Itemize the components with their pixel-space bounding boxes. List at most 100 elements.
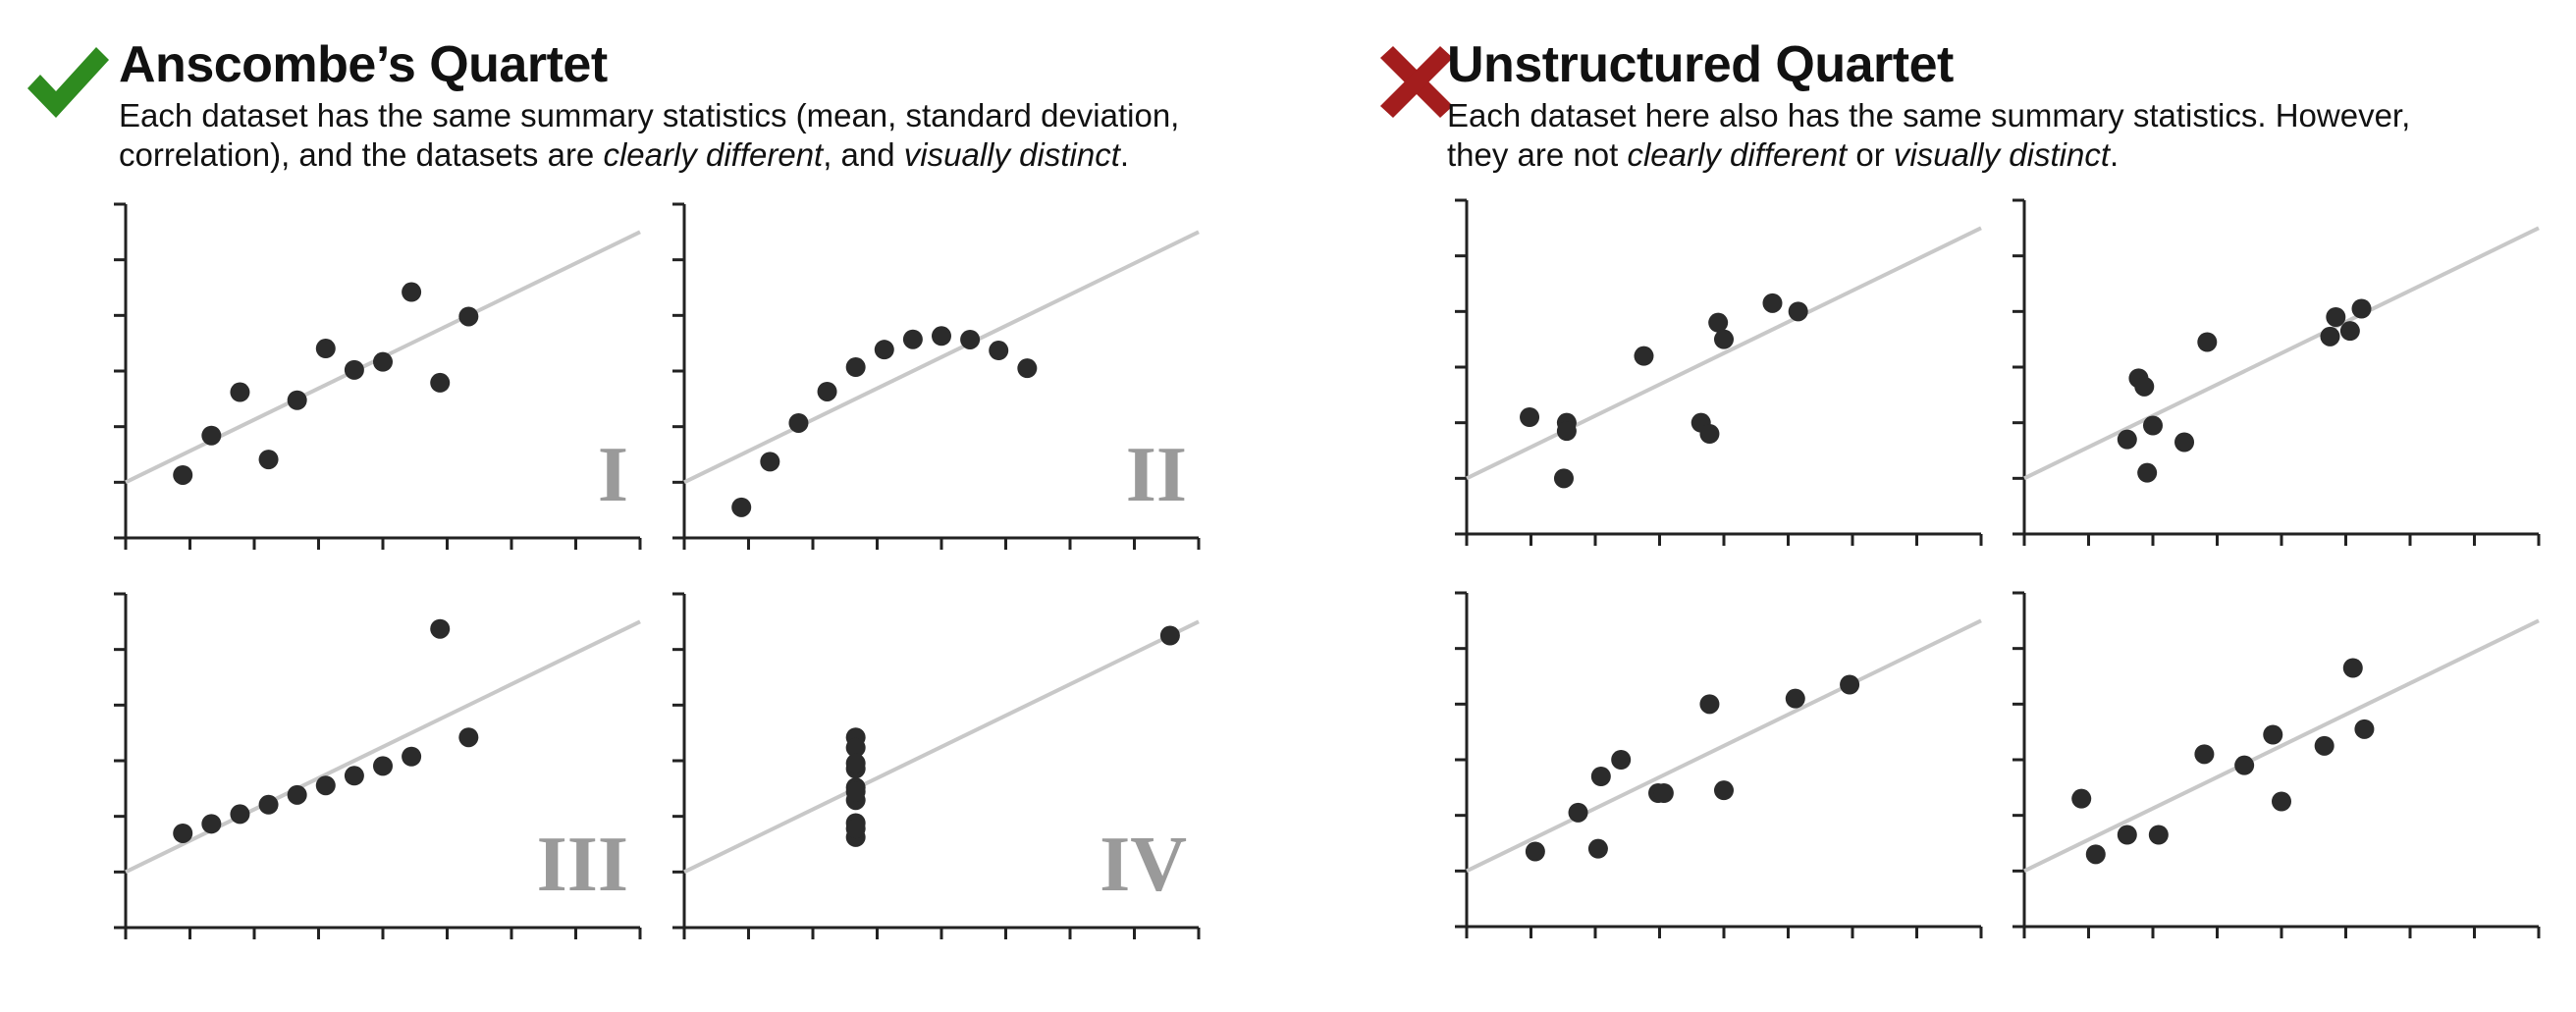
data-point bbox=[1553, 468, 1574, 489]
data-point bbox=[287, 390, 307, 410]
data-point bbox=[1653, 783, 1674, 803]
data-point bbox=[458, 306, 479, 327]
description-line: Each dataset has the same summary statis… bbox=[119, 96, 1277, 135]
data-point bbox=[402, 282, 422, 302]
data-point bbox=[1525, 841, 1545, 862]
dataset-label: IV bbox=[1100, 822, 1187, 908]
scatter-plot bbox=[1455, 591, 1983, 938]
data-point bbox=[845, 737, 866, 758]
data-point bbox=[344, 359, 364, 380]
unstructured-scatter-grid bbox=[1455, 198, 2541, 938]
scatter-plot: III bbox=[114, 592, 642, 939]
data-point bbox=[845, 753, 866, 773]
data-point bbox=[1840, 674, 1860, 695]
data-point bbox=[760, 452, 780, 472]
data-point bbox=[2351, 298, 2372, 319]
panel-description: Each dataset here also has the same summ… bbox=[1447, 96, 2547, 175]
data-point bbox=[2194, 744, 2215, 765]
data-point bbox=[2272, 791, 2291, 812]
dataset-label: I bbox=[598, 432, 628, 518]
data-point bbox=[845, 781, 866, 802]
data-point bbox=[788, 412, 809, 433]
data-point bbox=[2234, 755, 2255, 775]
data-point bbox=[230, 382, 250, 402]
data-point bbox=[1788, 301, 1808, 322]
data-point bbox=[2148, 825, 2169, 845]
data-point bbox=[2117, 429, 2137, 450]
data-point bbox=[1699, 694, 1720, 715]
data-point bbox=[315, 775, 336, 796]
data-point bbox=[2085, 844, 2106, 865]
data-point bbox=[731, 497, 752, 517]
plot-axes bbox=[1465, 200, 1981, 536]
description-text: Each dataset has the same summary statis… bbox=[119, 97, 1180, 133]
scatter-plot: IV bbox=[672, 592, 1201, 939]
data-point bbox=[2143, 415, 2163, 436]
plot-axes bbox=[2022, 200, 2539, 536]
scatter-plot bbox=[2012, 591, 2541, 938]
description-line: correlation), and the datasets are clear… bbox=[119, 135, 1277, 175]
plot-axes bbox=[2022, 593, 2539, 929]
scatter-plot: II bbox=[672, 202, 1201, 550]
regression-line bbox=[1466, 226, 1982, 481]
data-point bbox=[201, 814, 222, 834]
cross-icon bbox=[1380, 46, 1453, 118]
data-point bbox=[1159, 625, 1180, 646]
data-point bbox=[902, 329, 923, 349]
description-text: they are not bbox=[1447, 136, 1628, 173]
data-point bbox=[258, 450, 279, 470]
data-point bbox=[2314, 735, 2334, 756]
data-point bbox=[458, 727, 479, 748]
data-point bbox=[430, 618, 451, 639]
data-point bbox=[201, 425, 222, 446]
data-point bbox=[230, 804, 250, 825]
data-point bbox=[874, 340, 894, 360]
anscombe-quartet-panel: Anscombe’s Quartet Each dataset has the … bbox=[27, 36, 1277, 939]
cross-stroke-2 bbox=[1380, 46, 1453, 118]
data-point bbox=[402, 746, 422, 767]
description-emphasis: clearly different bbox=[1627, 136, 1848, 173]
description-emphasis: visually distinct bbox=[1893, 136, 2110, 173]
checkmark-icon bbox=[27, 47, 109, 118]
regression-line bbox=[1466, 618, 1982, 874]
data-point bbox=[173, 823, 193, 843]
data-point bbox=[817, 381, 837, 401]
data-point bbox=[2342, 658, 2363, 678]
description-text: . bbox=[2109, 136, 2120, 173]
data-point bbox=[430, 372, 451, 393]
data-point bbox=[1611, 750, 1632, 770]
data-point bbox=[1587, 838, 1608, 859]
data-point bbox=[845, 819, 866, 839]
data-point bbox=[1714, 329, 1734, 349]
data-point bbox=[344, 766, 364, 786]
description-text: , and bbox=[823, 136, 904, 173]
data-point bbox=[1762, 293, 1783, 313]
panel-title: Unstructured Quartet bbox=[1447, 36, 1954, 93]
data-point bbox=[2197, 332, 2218, 352]
data-point bbox=[287, 784, 307, 805]
description-text: correlation), and the datasets are bbox=[119, 136, 604, 173]
panel-description: Each dataset has the same summary statis… bbox=[119, 96, 1277, 175]
data-point bbox=[2354, 719, 2375, 739]
plot-axes bbox=[1465, 593, 1981, 929]
data-point bbox=[1590, 767, 1611, 786]
regression-line bbox=[683, 230, 1200, 485]
data-point bbox=[1699, 424, 1720, 444]
plot-axes bbox=[682, 204, 1199, 540]
data-point bbox=[2339, 321, 2360, 342]
regression-line bbox=[2023, 618, 2540, 874]
dataset-label: III bbox=[537, 822, 628, 908]
checkmark-shape bbox=[27, 47, 109, 118]
description-emphasis: clearly different bbox=[603, 136, 824, 173]
data-point bbox=[2071, 788, 2092, 809]
data-point bbox=[2326, 307, 2346, 327]
data-point bbox=[373, 756, 393, 776]
description-line: Each dataset here also has the same summ… bbox=[1447, 96, 2547, 135]
data-point bbox=[1634, 346, 1654, 366]
data-point bbox=[2117, 825, 2137, 845]
data-point bbox=[173, 464, 193, 485]
data-point bbox=[1708, 312, 1729, 333]
unstructured-quartet-panel: Unstructured Quartet Each dataset here a… bbox=[1335, 0, 2576, 1012]
scatter-plot bbox=[2012, 198, 2541, 546]
